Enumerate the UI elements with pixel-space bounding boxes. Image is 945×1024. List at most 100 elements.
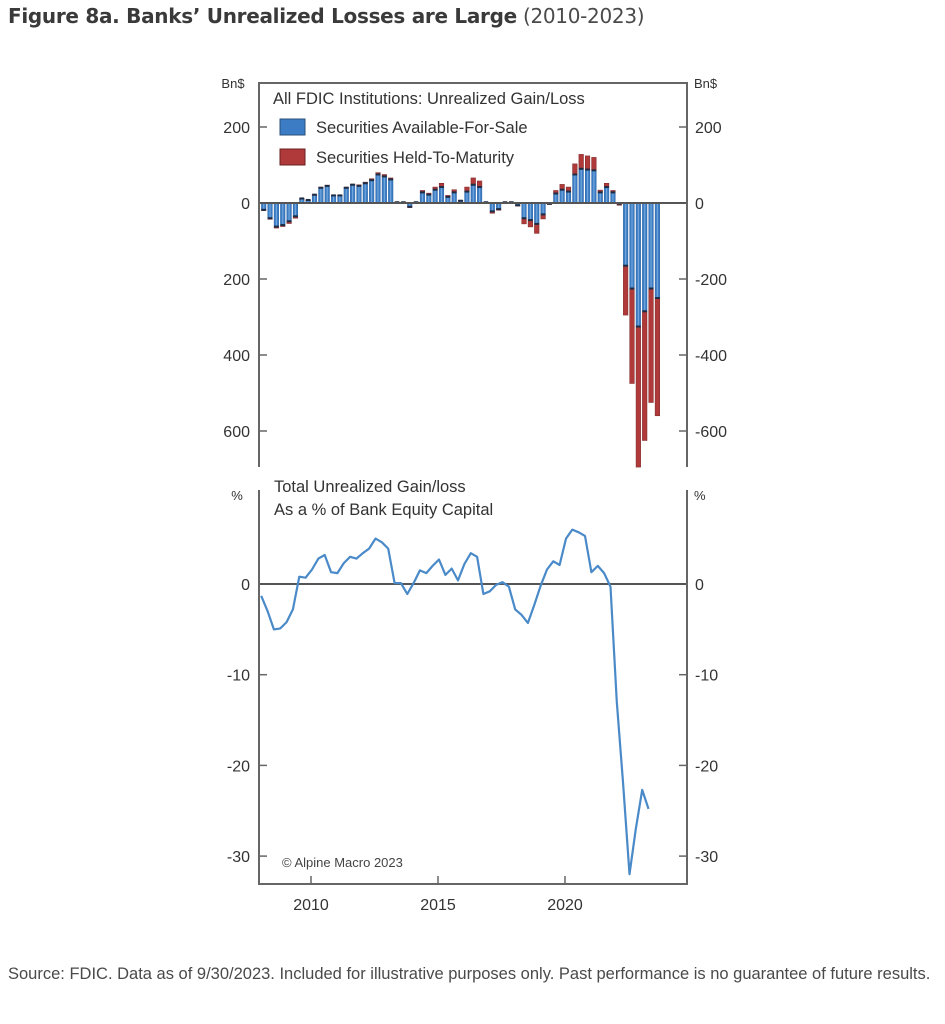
bar-afs-highlight <box>288 204 290 221</box>
bottom-ticks: 0 0 -10 -10 -20 -20 -30 -30 2010 2015 2020 <box>227 577 718 914</box>
bar-afs-highlight <box>586 170 589 202</box>
bar-segment-boundary <box>521 217 527 220</box>
bar-segment-boundary <box>458 199 463 202</box>
bar-segment-boundary <box>528 219 533 222</box>
top-ticks: 200 200 0 0 200 -200 400 -400 600 -600 <box>223 120 727 441</box>
bar-segment-boundary <box>375 173 381 176</box>
bar-htm <box>623 265 629 316</box>
bar-segment-boundary <box>490 210 495 213</box>
bar-segment-boundary <box>553 192 559 195</box>
bar-segment-boundary <box>312 193 317 196</box>
bar-segment-boundary <box>451 191 457 194</box>
bar-segment-boundary <box>604 186 609 189</box>
top-ytick-label-left: 200 <box>223 272 250 289</box>
bar-afs-highlight <box>529 204 531 220</box>
bar-segment-boundary <box>464 190 470 193</box>
bar-afs-highlight <box>593 171 595 202</box>
figure-title: Figure 8a. Banks’ Unrealized Losses are … <box>8 4 645 28</box>
bar-afs-highlight <box>637 204 639 326</box>
top-ytick-label-right: -400 <box>695 348 727 365</box>
bar-htm <box>642 311 648 441</box>
copyright-annotation: © Alpine Macro 2023 <box>282 855 403 870</box>
bar-afs-highlight <box>326 186 328 202</box>
top-ytick-label-left: 200 <box>223 120 250 137</box>
bar-segment-boundary <box>439 186 444 189</box>
bar-afs-highlight <box>542 204 544 214</box>
bottom-ytick-label-left: -20 <box>227 758 250 775</box>
bar-segment-boundary <box>636 325 641 328</box>
bar-htm <box>591 157 597 171</box>
top-unit-right: Bn$ <box>694 76 718 91</box>
bottom-unit-left: % <box>231 488 243 503</box>
bar-segment-boundary <box>356 184 362 187</box>
bar-htm <box>635 326 641 468</box>
bar-segment-boundary <box>388 178 393 181</box>
bar-segment-boundary <box>623 264 628 267</box>
bar-afs-highlight <box>364 184 366 202</box>
bottom-ytick-label-right: -10 <box>695 668 718 685</box>
bar-afs-highlight <box>301 199 303 202</box>
bar-afs-highlight <box>428 195 430 202</box>
x-tick-label: 2015 <box>420 897 456 914</box>
bar-afs-highlight <box>606 188 608 202</box>
legend: Securities Available-For-Sale Securities… <box>279 118 528 167</box>
bar-htm <box>654 297 660 417</box>
bar-afs-highlight <box>358 186 360 202</box>
bar-segment-boundary <box>572 173 578 176</box>
top-unit-left: Bn$ <box>221 76 245 91</box>
bar-segment-boundary <box>343 186 349 189</box>
bar-afs-highlight <box>491 204 493 211</box>
bar-segment-boundary <box>318 186 324 189</box>
bar-segment-boundary <box>515 204 520 207</box>
bar-afs-highlight <box>320 188 322 202</box>
bar-segment-boundary <box>337 194 343 197</box>
bar-segment-boundary <box>559 188 565 191</box>
bar-segment-boundary <box>420 191 425 194</box>
top-panel: 200 200 0 0 200 -200 400 -400 600 -600 Bn$ Bn$ Al… <box>221 76 727 468</box>
bar-afs-highlight <box>371 181 373 202</box>
bar-afs-highlight <box>453 193 455 202</box>
bar-afs-highlight <box>561 190 563 202</box>
bar-segment-boundary <box>648 287 654 290</box>
bar-afs-highlight <box>567 192 570 202</box>
bar-htm <box>578 154 584 170</box>
bar-afs-highlight <box>263 204 265 209</box>
bottom-ytick-label-right: -30 <box>695 849 718 866</box>
bar-segment-boundary <box>267 217 273 220</box>
bar-afs-highlight <box>612 193 614 202</box>
bar-htm <box>572 163 578 175</box>
bar-afs-highlight <box>352 185 354 202</box>
bar-segment-boundary <box>585 168 590 171</box>
bar-segment-boundary <box>261 208 266 211</box>
bar-afs-highlight <box>447 197 449 202</box>
bar-segment-boundary <box>324 184 330 187</box>
bar-afs-highlight <box>434 190 436 202</box>
bottom-panel: 0 0 -10 -10 -20 -20 -30 -30 2010 2015 2020 % % Tot… <box>227 478 718 914</box>
top-ytick-label-left: 400 <box>223 348 250 365</box>
legend-item-afs: Securities Available-For-Sale <box>279 118 528 137</box>
bar-htm <box>629 288 635 384</box>
bar-segment-boundary <box>286 220 292 223</box>
bar-afs-highlight <box>625 204 627 265</box>
bar-segment-boundary <box>363 182 368 185</box>
top-ytick-label-right: -600 <box>695 424 727 441</box>
bar-afs-highlight <box>656 204 658 297</box>
bar-segment-boundary <box>597 191 603 194</box>
bottom-ytick-label-left: -30 <box>227 849 250 866</box>
bar-afs-highlight <box>390 180 392 202</box>
top-ytick-label-right: 0 <box>695 196 704 213</box>
bar-htm <box>527 219 533 228</box>
bar-afs-highlight <box>307 200 309 202</box>
bar-segment-boundary <box>299 197 305 200</box>
bar-afs-highlight <box>466 192 468 202</box>
top-ytick-label-right: -200 <box>695 272 727 289</box>
bar-afs-highlight <box>294 204 297 216</box>
bar-afs-highlight <box>421 193 424 202</box>
x-tick-label: 2020 <box>547 897 583 914</box>
bar-segment-boundary <box>534 222 540 225</box>
bar-afs-highlight <box>536 204 538 223</box>
bar-segment-boundary <box>496 208 501 211</box>
bar-segment-boundary <box>426 193 432 196</box>
bottom-ytick-label-left: 0 <box>241 577 250 594</box>
